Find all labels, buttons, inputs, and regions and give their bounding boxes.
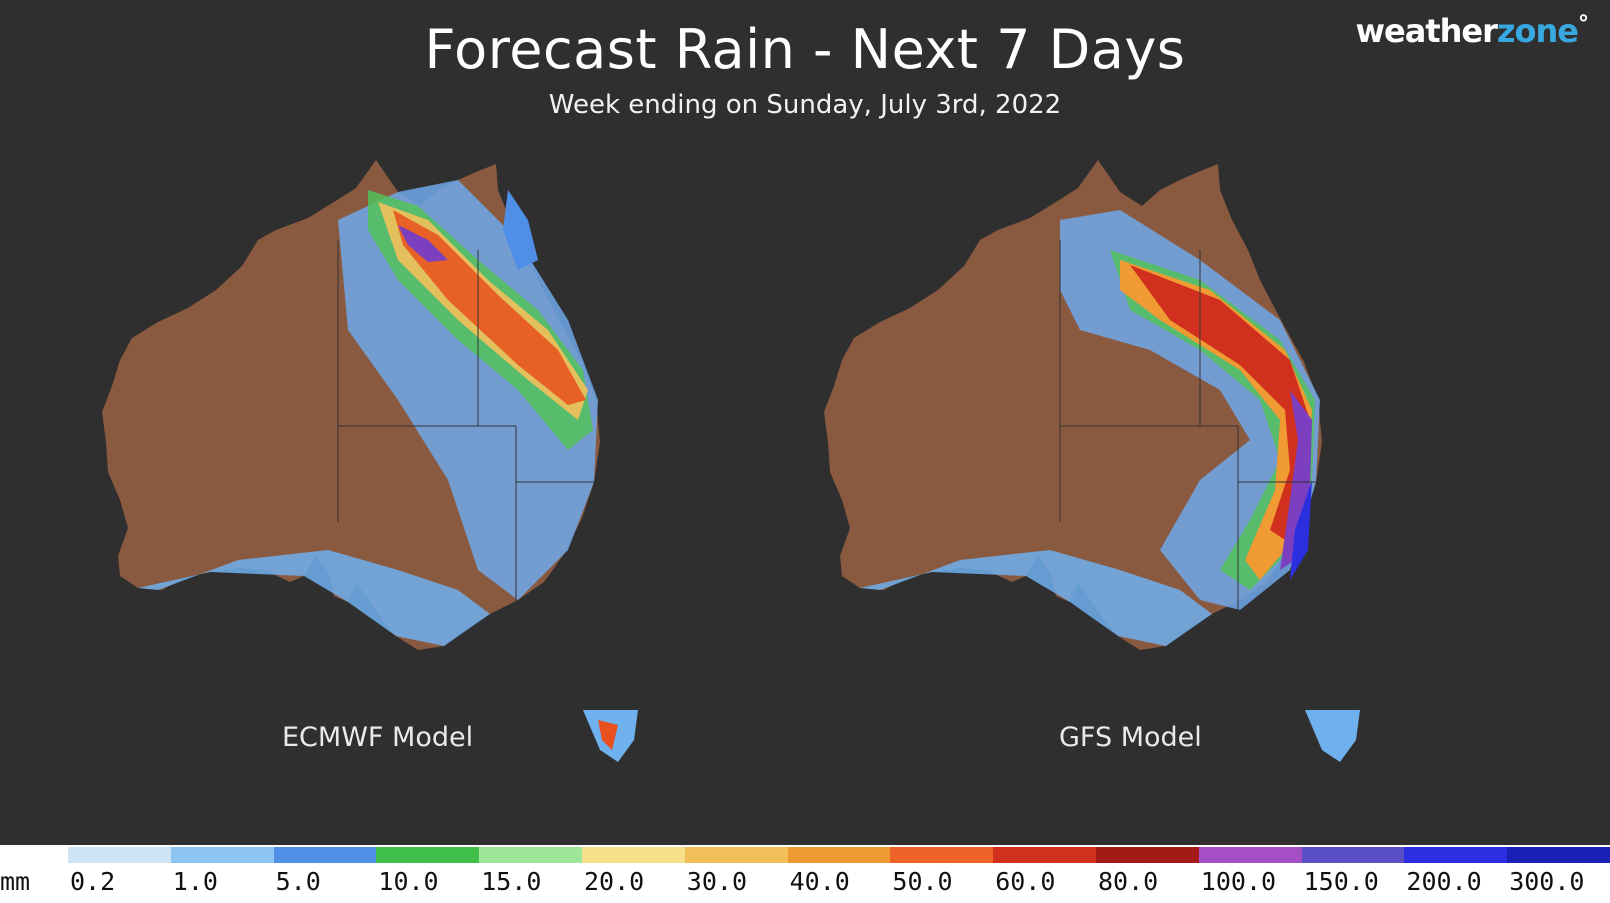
legend-labels: mm 0.2 1.0 5.0 10.0 15.0 20.0 30.0 40.0 50.0 60.0… — [0, 867, 1610, 901]
legend-value: 150.0 — [1303, 867, 1379, 896]
legend-swatch — [787, 847, 891, 863]
logo-text-weather: weather — [1355, 12, 1497, 50]
legend-swatch — [1507, 847, 1610, 863]
legend-swatch — [1301, 847, 1405, 863]
legend-unit: mm — [0, 867, 31, 896]
logo-mark: ° — [1578, 12, 1589, 37]
legend-value: 20.0 — [584, 867, 645, 896]
legend-value: 1.0 — [172, 867, 218, 896]
legend-value: 100.0 — [1200, 867, 1277, 896]
legend-value: 15.0 — [481, 867, 542, 896]
ecmwf-model-label: ECMWF Model — [282, 722, 474, 753]
rainfall-maps — [102, 160, 1360, 762]
tasmania-gfs — [1305, 710, 1360, 762]
legend-value: 10.0 — [378, 867, 439, 896]
legend-value: 80.0 — [1098, 867, 1159, 896]
gfs-rain-overlay — [860, 210, 1320, 646]
logo-text-zone: zone — [1496, 12, 1579, 50]
legend-value: 60.0 — [995, 867, 1056, 896]
legend-swatch — [684, 847, 788, 863]
legend-swatch — [170, 847, 274, 863]
legend-value: 0.2 — [70, 867, 116, 896]
legend-swatch — [479, 847, 582, 863]
ecmwf-map — [102, 160, 638, 762]
ecmwf-rain-overlay — [138, 180, 598, 646]
ecmwf-state-borders — [337, 240, 594, 650]
legend-value: 5.0 — [275, 867, 321, 896]
legend-value: 50.0 — [892, 867, 953, 896]
legend-swatch — [68, 847, 171, 863]
legend-swatch — [890, 847, 994, 863]
gfs-map — [824, 160, 1360, 762]
legend-swatch — [376, 847, 480, 863]
legend-swatch — [1095, 847, 1199, 863]
map-title: Forecast Rain - Next 7 Days — [424, 18, 1186, 81]
legend-swatch — [1198, 847, 1302, 863]
legend-swatch — [1404, 847, 1508, 863]
legend-value: 200.0 — [1406, 867, 1482, 896]
weatherzone-logo: weatherzone° — [1355, 12, 1589, 50]
legend-swatch — [581, 847, 685, 863]
gfs-state-borders — [1059, 240, 1316, 650]
legend-swatch — [273, 847, 377, 863]
map-subtitle: Week ending on Sunday, July 3rd, 2022 — [548, 90, 1062, 120]
legend-swatch — [993, 847, 1096, 863]
legend-value: 300.0 — [1509, 867, 1585, 896]
legend-color-scale — [68, 847, 1610, 863]
gfs-model-label: GFS Model — [1059, 722, 1202, 753]
legend-value: 30.0 — [686, 867, 748, 896]
rainfall-legend: mm 0.2 1.0 5.0 10.0 15.0 20.0 30.0 40.0 50.0 60.0… — [0, 845, 1610, 903]
tasmania-ecmwf — [583, 710, 638, 762]
legend-value: 40.0 — [789, 867, 850, 896]
